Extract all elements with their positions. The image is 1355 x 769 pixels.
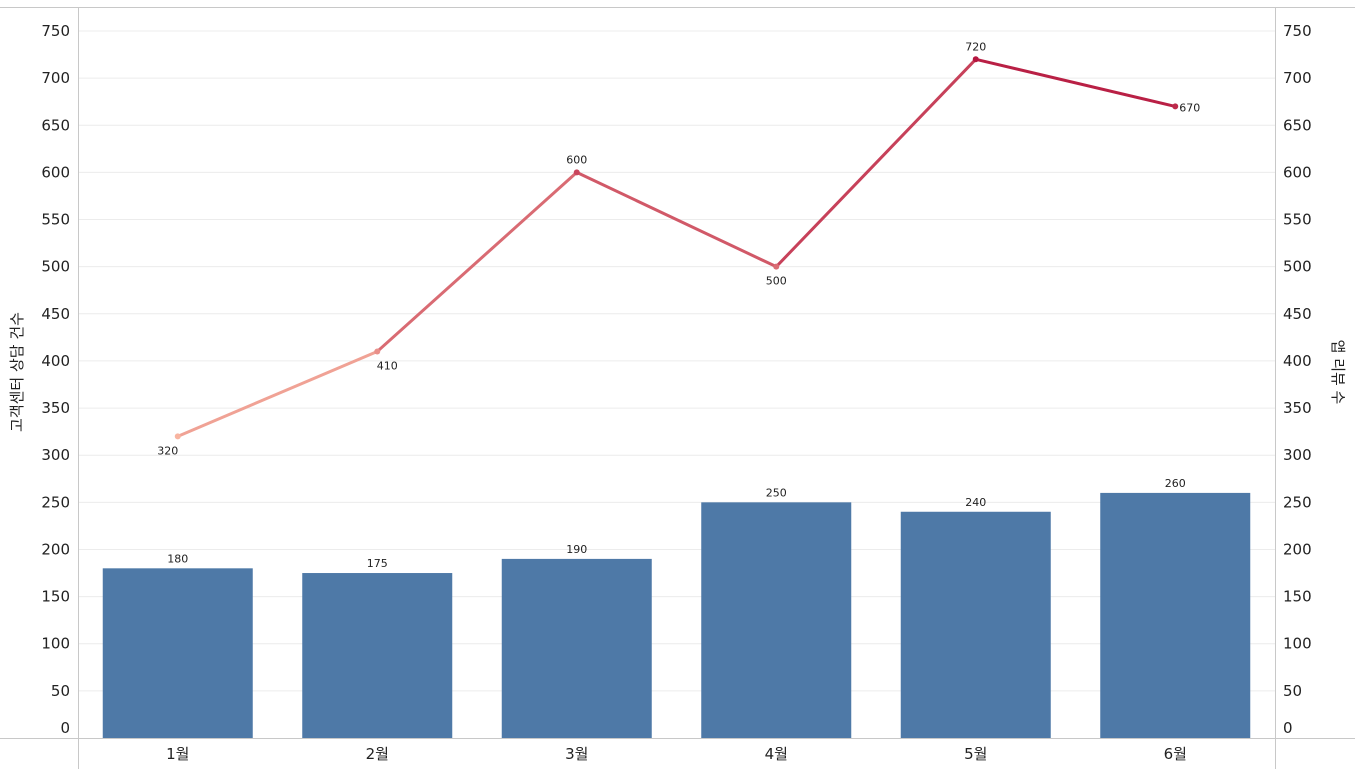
y-tick-label-left: 600 [41,163,70,181]
bar [900,511,1051,738]
y-axis-left-title: 고객센터 상담 건수 [8,312,26,432]
y-tick-label-left: 500 [41,258,70,276]
bar-value-label: 180 [167,552,188,565]
bar-value-label: 190 [566,543,587,556]
y-tick-label-right: 300 [1283,446,1312,464]
x-tick-label: 6월 [1164,745,1187,763]
line-segment [974,57,1177,108]
y-tick-label-left: 250 [41,493,70,511]
line-segment [176,350,379,438]
line-point [972,56,979,63]
y-tick-label-right: 100 [1283,635,1312,653]
y-tick-label-right: 250 [1283,493,1312,511]
y-tick-label-left: 400 [41,352,70,370]
y-tick-label-left: 150 [41,588,70,606]
x-tick-label: 3월 [565,745,588,763]
line-value-label: 720 [965,40,986,53]
y-tick-label-right: 500 [1283,258,1312,276]
line-segment [575,170,778,269]
y-tick-label-right: 600 [1283,163,1312,181]
line-value-label: 600 [566,153,587,166]
y-tick-label-left: 650 [41,116,70,134]
y-tick-label-left: 700 [41,69,70,87]
y-tick-label-right: 150 [1283,588,1312,606]
line-point [174,433,181,440]
y-tick-label-right: 550 [1283,211,1312,229]
line-segment [375,170,579,354]
line-point [773,263,780,270]
x-tick-label: 1월 [166,745,189,763]
y-tick-label-left: 0 [60,719,70,737]
x-tick-label: 5월 [964,745,987,763]
y-tick-label-left: 200 [41,540,70,558]
bar [701,502,852,738]
y-axis-right: 0 50 100 150 200 250 300 350 400 450 500 550 600 650 7… [1283,22,1312,737]
line-value-label: 670 [1179,101,1200,114]
y-tick-label-right: 350 [1283,399,1312,417]
y-tick-label-right: 650 [1283,116,1312,134]
x-tick-label: 4월 [765,745,788,763]
line-value-label: 320 [157,444,178,457]
bar [302,573,453,738]
bar [501,558,652,738]
y-axis-left: 0 50 100 150 200 250 300 350 400 450 500 550 600 650 7… [41,22,70,737]
y-tick-label-left: 550 [41,211,70,229]
x-axis: 1월 2월 3월 4월 5월 6월 [166,745,1187,763]
y-tick-label-left: 750 [41,22,70,40]
chart-frame [0,7,1355,769]
line-point [374,348,381,355]
y-tick-label-right: 450 [1283,305,1312,323]
bar [102,568,253,738]
line-point [1172,103,1179,110]
x-tick-label: 2월 [366,745,389,763]
data-labels: 180 175 190 250 240 260 320 410 600 500 720 670 [157,40,1200,570]
y-tick-label-right: 0 [1283,719,1293,737]
grid-lines [78,30,1275,692]
y-tick-label-right: 700 [1283,69,1312,87]
bar-value-label: 260 [1165,477,1186,490]
line-value-label: 500 [766,275,787,288]
bar-series [102,492,1251,738]
y-tick-label-right: 200 [1283,540,1312,558]
line-value-label: 410 [377,360,398,373]
y-tick-label-left: 350 [41,399,70,417]
y-tick-label-left: 300 [41,446,70,464]
line-segment [774,57,978,269]
y-tick-label-right: 50 [1283,682,1302,700]
y-tick-label-left: 100 [41,635,70,653]
line-point [573,169,580,176]
bar-value-label: 175 [367,557,388,570]
y-tick-label-right: 400 [1283,352,1312,370]
y-tick-label-left: 450 [41,305,70,323]
line-series [174,56,1179,440]
bar [1100,492,1251,738]
bar-value-label: 250 [766,486,787,499]
y-tick-label-right: 750 [1283,22,1312,40]
y-axis-right-title: 앱 리뷰 수 [1329,340,1347,405]
y-tick-label-left: 50 [51,682,70,700]
bar-value-label: 240 [965,496,986,509]
